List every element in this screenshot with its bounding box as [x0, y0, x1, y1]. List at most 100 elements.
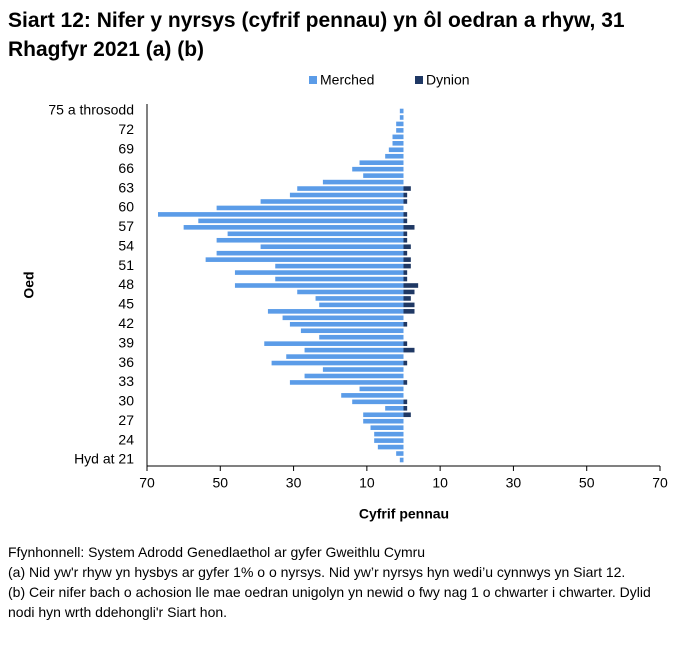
y-tick-label: 51	[118, 257, 134, 273]
bar	[403, 360, 408, 366]
bar	[216, 250, 404, 256]
bar	[183, 225, 404, 230]
bar	[403, 250, 408, 256]
x-tick-label: 30	[286, 475, 302, 491]
bar	[396, 121, 404, 127]
bar	[396, 128, 404, 133]
bar	[198, 218, 404, 224]
y-axis-label: Oed	[21, 271, 37, 298]
bar	[399, 457, 404, 463]
bar	[403, 283, 419, 288]
chart-title: Siart 12: Nifer y nyrsys (cyfrif pennau)…	[8, 9, 625, 61]
bar	[403, 309, 415, 314]
bar	[282, 315, 404, 321]
legend-label: Merched	[320, 72, 374, 88]
x-tick-label: 30	[506, 475, 522, 491]
bar	[385, 153, 404, 159]
bar	[403, 199, 408, 204]
bar	[403, 257, 411, 262]
bar	[205, 257, 404, 262]
bar	[297, 289, 404, 295]
bar	[260, 199, 404, 204]
bar	[359, 386, 404, 392]
chart: Oed Cyfrif pennau 70 50 30 10 10 30 50 70 Hyd at…	[21, 72, 668, 522]
bar	[403, 321, 408, 327]
notes: Ffynhonnell: System Adrodd Genedlaethol …	[8, 542, 658, 622]
y-tick-label: 63	[118, 179, 134, 195]
bar	[157, 212, 404, 217]
y-tick-label: 69	[118, 140, 134, 156]
y-tick-label: 60	[118, 199, 134, 215]
bar	[403, 231, 408, 237]
bar	[403, 212, 408, 217]
bar	[374, 438, 404, 443]
x-tick-label: 10	[359, 475, 375, 491]
bar	[271, 360, 404, 366]
bar	[315, 296, 404, 301]
y-tick-label: 33	[118, 373, 134, 389]
x-tick-label: 50	[212, 475, 228, 491]
bar	[374, 431, 404, 437]
y-tick-label: 45	[118, 296, 134, 312]
y-tick-label: 54	[118, 237, 134, 253]
note: (a) Nid yw'r rhyw yn hysbys ar gyfer 1% …	[8, 564, 626, 580]
bar	[286, 354, 404, 359]
bar	[234, 283, 404, 288]
bar	[388, 147, 404, 153]
bar	[352, 166, 404, 172]
bar	[403, 237, 408, 243]
bar	[300, 328, 404, 334]
bar	[304, 373, 404, 379]
bar	[403, 263, 411, 269]
y-tick-label: 24	[118, 431, 134, 447]
bar	[403, 192, 408, 198]
y-tick-label: 39	[118, 334, 134, 350]
bar	[289, 192, 404, 198]
bar	[403, 380, 408, 385]
bar	[260, 244, 404, 250]
bar	[403, 341, 408, 346]
bar	[396, 451, 404, 456]
x-tick-label: 70	[139, 475, 155, 491]
y-tick-label: 36	[118, 354, 134, 370]
bar	[377, 444, 404, 450]
y-tick-label: 42	[118, 315, 134, 331]
bar	[403, 289, 415, 295]
bar	[399, 115, 404, 120]
legend-label: Dynion	[426, 72, 470, 88]
y-tick-label: Hyd at 21	[74, 451, 134, 467]
bar	[370, 425, 404, 430]
y-tick-label: 30	[118, 393, 134, 409]
y-tick-label: 57	[118, 218, 134, 234]
bar	[403, 405, 408, 411]
x-tick-label: 10	[432, 475, 448, 491]
bar	[392, 141, 404, 146]
bar	[216, 205, 404, 211]
bar	[322, 179, 404, 185]
x-axis-label: Cyfrif pennau	[359, 506, 449, 522]
x-tick-label: 70	[652, 475, 668, 491]
bar	[399, 108, 404, 114]
bar	[403, 270, 408, 275]
note: Ffynhonnell: System Adrodd Genedlaethol …	[8, 544, 426, 560]
bar	[275, 276, 404, 282]
bar	[264, 341, 404, 346]
y-tick-label: 72	[118, 121, 134, 137]
bar	[403, 412, 411, 418]
y-tick-label: 48	[118, 276, 134, 292]
legend-swatch	[415, 76, 423, 84]
bar	[267, 309, 404, 314]
bar	[289, 380, 404, 385]
bar	[363, 418, 404, 424]
bar	[352, 399, 404, 405]
bar	[304, 347, 404, 353]
bar	[403, 296, 411, 301]
legend-swatch	[309, 76, 317, 84]
bar	[403, 218, 408, 224]
bar	[234, 270, 404, 275]
bar	[297, 186, 404, 191]
bar	[359, 160, 404, 166]
bar	[227, 231, 404, 237]
bar	[216, 237, 404, 243]
